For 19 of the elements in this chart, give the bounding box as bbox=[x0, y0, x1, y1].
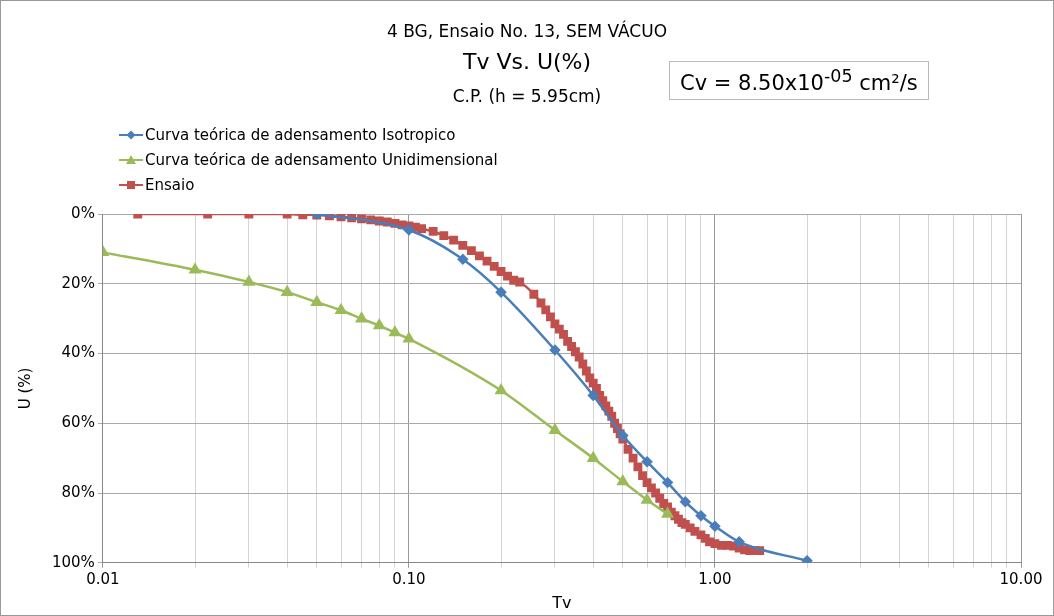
x-tick-label: 0.10 bbox=[392, 569, 426, 588]
y-tick-label: 60% bbox=[61, 413, 95, 432]
y-tick-label: 100% bbox=[51, 552, 95, 571]
y-tick-label: 20% bbox=[61, 273, 95, 292]
x-tick-label: 1.00 bbox=[698, 569, 732, 588]
legend-label: Curva teórica de adensamento Unidimensional bbox=[145, 150, 498, 169]
x-tick-label: 0.01 bbox=[86, 569, 120, 588]
chart-title: 4 BG, Ensaio No. 13, SEM VÁCUO bbox=[385, 21, 669, 41]
chart-subtitle: Tv Vs. U(%) bbox=[462, 49, 592, 74]
x-tick-label: 10.00 bbox=[999, 569, 1043, 588]
y-tick-label: 80% bbox=[61, 482, 95, 501]
y-tick-label: 0% bbox=[71, 203, 95, 222]
legend-label: Curva teórica de adensamento Isotropico bbox=[145, 125, 456, 144]
legend-label: Ensaio bbox=[145, 175, 195, 194]
y-tick-label: 40% bbox=[61, 343, 95, 362]
x-axis-title: Tv bbox=[551, 592, 572, 612]
text: Cv = 8.50x10$^{-05}$ cm²/s bbox=[669, 61, 929, 100]
y-axis-title: U (%) bbox=[15, 367, 34, 410]
text: C.P. (h = 5.95cm) bbox=[452, 86, 602, 106]
